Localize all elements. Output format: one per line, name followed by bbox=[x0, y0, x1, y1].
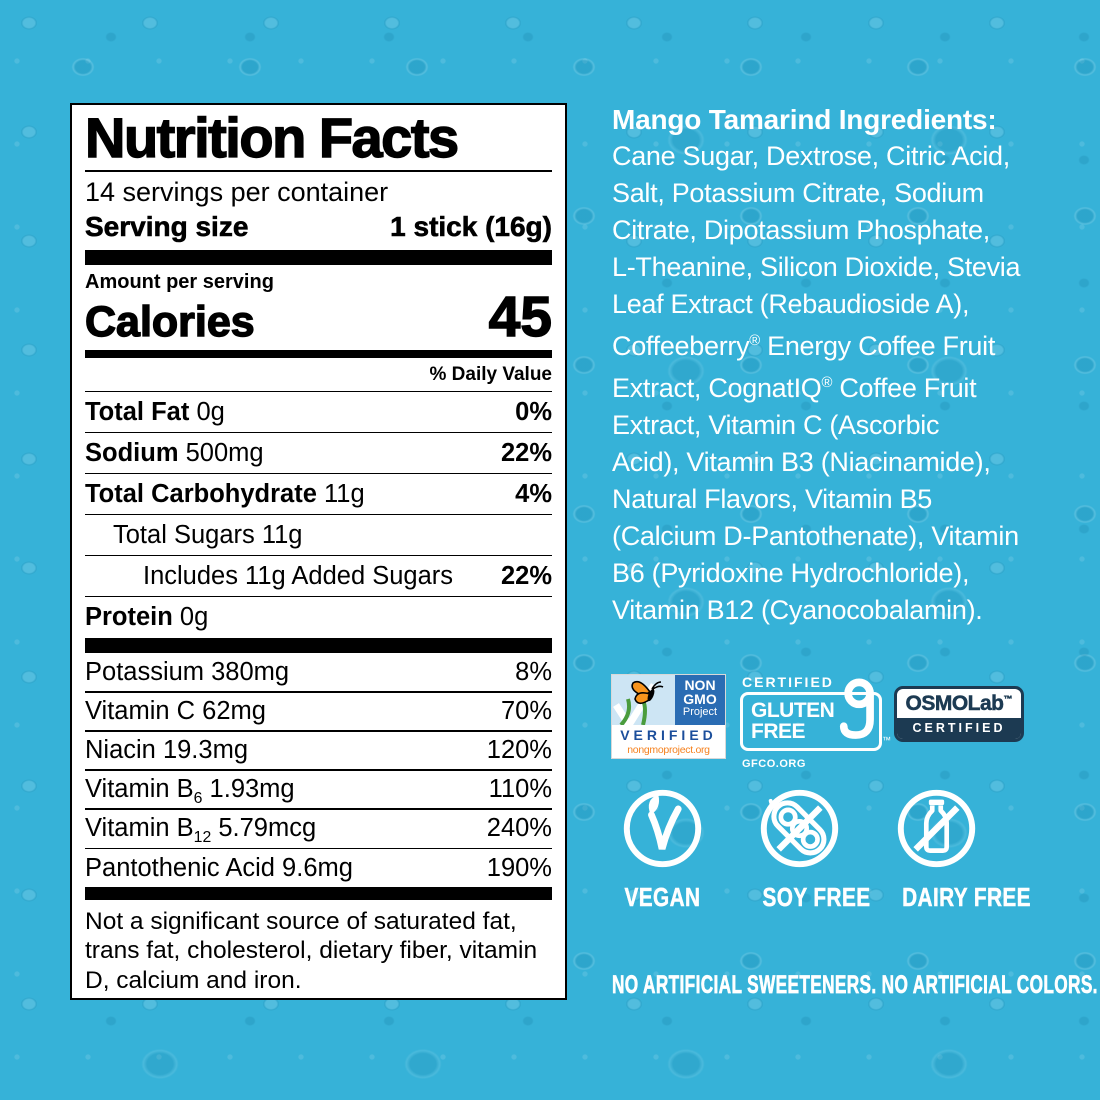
footnote: Not a significant source of saturated fa… bbox=[85, 907, 538, 994]
nutrition-title: Nutrition Facts bbox=[84, 106, 460, 169]
non-gmo-badge: NON GMO Project VERIFIED nongmoproject.o… bbox=[611, 674, 726, 759]
nutrition-row: Total Fat 0g 0% bbox=[85, 397, 552, 426]
diet-label: SOY FREE bbox=[762, 882, 871, 913]
serving-size-row: Serving size 1 stick (16g) bbox=[85, 210, 553, 250]
ingredients-text: Cane Sugar, Dextrose, Citric Acid, Salt, … bbox=[612, 141, 1021, 625]
dairy-free-item: DAIRY FREE bbox=[886, 786, 1031, 913]
gfco-g-icon bbox=[839, 678, 874, 739]
section-bar bbox=[85, 637, 552, 653]
divider bbox=[85, 554, 552, 557]
serving-size-label: Serving size bbox=[85, 210, 249, 242]
diet-icons-row: VEGAN SOY FREE DAIRY FREE bbox=[612, 786, 1031, 913]
gluten-free-words: GLUTEN FREE bbox=[751, 699, 835, 743]
ingredients-heading: Mango Tamarind Ingredients: bbox=[612, 104, 997, 135]
diet-label: DAIRY FREE bbox=[902, 882, 1031, 913]
gluten-free-box: GLUTEN FREE ™ bbox=[740, 678, 891, 751]
non-gmo-top: NON GMO Project bbox=[612, 675, 725, 725]
divider bbox=[85, 847, 552, 850]
calories-row: Calories 45 bbox=[84, 284, 553, 349]
butterfly-icon bbox=[612, 675, 675, 725]
osmolab-badge: OSMOLab™ CERTIFIED bbox=[894, 686, 1024, 742]
macro-rows: Total Fat 0g 0% Sodium 500mg 22% Total Carbo… bbox=[85, 392, 552, 637]
amount-per-serving: Amount per serving bbox=[85, 270, 274, 293]
osmolab-certified: CERTIFIED bbox=[897, 718, 1021, 739]
diet-label: VEGAN bbox=[624, 882, 700, 913]
daily-value-header: % Daily Value bbox=[429, 363, 552, 385]
non-gmo-line1: NON bbox=[684, 677, 716, 693]
nutrition-row: Potassium 380mg 8% bbox=[85, 658, 552, 687]
section-bar bbox=[85, 249, 552, 265]
nutrition-row: Pantothenic Acid 9.6mg 190% bbox=[85, 853, 552, 882]
serving-size-value: 1 stick (16g) bbox=[390, 210, 552, 242]
nutrition-row: Includes 11g Added Sugars 22% bbox=[143, 561, 552, 590]
calories-value: 45 bbox=[488, 284, 553, 349]
divider bbox=[85, 390, 552, 392]
non-gmo-verified: VERIFIED bbox=[620, 727, 717, 743]
vegan-leaf-icon bbox=[623, 789, 701, 868]
vegan-item: VEGAN bbox=[612, 786, 712, 913]
nutrition-row: Vitamin B6 1.93mg 110% bbox=[85, 775, 552, 808]
non-gmo-url: nongmoproject.org bbox=[627, 744, 710, 756]
gfco-org: GFCO.ORG bbox=[742, 758, 806, 770]
section-bar bbox=[85, 886, 552, 900]
divider bbox=[85, 691, 552, 693]
divider bbox=[85, 808, 552, 810]
divider bbox=[85, 730, 552, 732]
nutrition-row: Niacin 19.3mg 120% bbox=[85, 736, 552, 765]
no-soy-icon bbox=[760, 789, 838, 868]
nutrition-row: Vitamin C 62mg 70% bbox=[85, 697, 552, 726]
calories-label: Calories bbox=[84, 297, 255, 346]
nutrition-row: Protein 0g bbox=[85, 602, 209, 631]
divider bbox=[85, 513, 552, 516]
section-bar bbox=[85, 349, 552, 358]
servings-per-container: 14 servings per container bbox=[85, 176, 389, 207]
micro-rows: Potassium 380mg 8% Vitamin C 62mg 70% Niacin… bbox=[85, 654, 552, 887]
ingredients-block: Mango Tamarind Ingredients: Cane Sugar, … bbox=[612, 101, 1082, 629]
non-gmo-line2: GMO bbox=[683, 691, 717, 707]
nutrition-row: Sodium 500mg 22% bbox=[85, 438, 552, 467]
gluten-free-word2: FREE bbox=[751, 720, 806, 743]
osmolab-wordmark: OSMOLab™ bbox=[897, 689, 1021, 718]
soy-free-item: SOY FREE bbox=[749, 786, 870, 913]
no-dairy-icon bbox=[897, 789, 975, 868]
non-gmo-line3: Project bbox=[682, 706, 718, 718]
non-gmo-wordmark: NON GMO Project bbox=[675, 675, 725, 725]
nutrition-row: Vitamin B12 5.79mcg 240% bbox=[85, 814, 552, 847]
nutrition-row: Total Carbohydrate 11g 4% bbox=[85, 479, 552, 508]
divider bbox=[85, 170, 552, 172]
osmolab-brand: OSMOLab bbox=[905, 692, 1004, 716]
divider bbox=[85, 472, 552, 475]
nutrition-row: Total Sugars 11g bbox=[113, 520, 303, 549]
osmolab-tm: ™ bbox=[1003, 694, 1013, 705]
divider bbox=[85, 769, 552, 771]
claims-text: NO ARTIFICIAL SWEETENERS. NO ARTIFICIAL … bbox=[612, 971, 1098, 1000]
gluten-free-tm: ™ bbox=[882, 735, 891, 745]
gluten-free-badge: CERTIFIED GLUTEN FREE ™ GFCO.ORG bbox=[740, 674, 891, 770]
nutrition-facts-panel: Nutrition Facts 14 servings per containe… bbox=[70, 103, 567, 1000]
divider bbox=[85, 595, 552, 598]
divider bbox=[85, 431, 552, 434]
gluten-free-certified: CERTIFIED bbox=[742, 674, 834, 690]
gluten-free-word1: GLUTEN bbox=[751, 699, 835, 722]
gluten-free-box-frame: GLUTEN FREE bbox=[740, 692, 882, 751]
certification-badges: NON GMO Project VERIFIED nongmoproject.o… bbox=[611, 674, 1024, 770]
